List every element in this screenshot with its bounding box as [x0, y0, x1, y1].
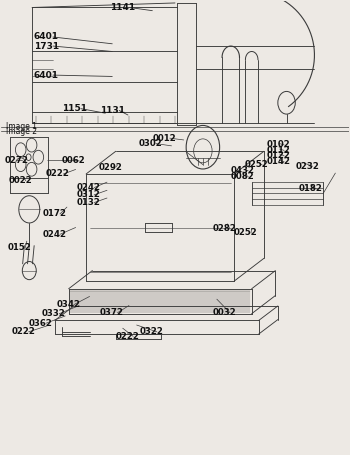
Text: 0362: 0362	[29, 318, 52, 328]
Text: 0372: 0372	[100, 308, 124, 317]
Text: 0312: 0312	[77, 190, 100, 199]
Text: 1141: 1141	[111, 3, 136, 12]
Text: 0222: 0222	[11, 327, 35, 336]
Text: 1131: 1131	[100, 106, 125, 115]
Text: 0252: 0252	[245, 161, 268, 169]
Text: 0062: 0062	[62, 157, 85, 165]
Text: 0122: 0122	[267, 152, 290, 160]
Text: 0322: 0322	[139, 327, 163, 336]
Text: 0242: 0242	[43, 230, 66, 239]
Text: 0032: 0032	[213, 308, 236, 317]
Text: 0142: 0142	[267, 157, 291, 166]
Text: 0252: 0252	[233, 228, 257, 238]
Text: 6401: 6401	[34, 71, 59, 80]
Text: 0332: 0332	[42, 309, 66, 318]
Text: 0222: 0222	[46, 169, 70, 178]
Text: 0132: 0132	[77, 198, 100, 207]
Text: 0342: 0342	[56, 300, 80, 309]
Text: 0082: 0082	[231, 172, 254, 181]
Text: 0152: 0152	[8, 243, 32, 253]
Text: 0012: 0012	[152, 134, 176, 142]
Text: 0182: 0182	[299, 184, 323, 193]
Text: 1731: 1731	[34, 41, 59, 51]
Text: 6401: 6401	[34, 32, 59, 41]
Text: Image 2: Image 2	[6, 127, 37, 136]
Text: Image 1: Image 1	[6, 121, 37, 131]
Text: 0112: 0112	[267, 146, 290, 155]
Text: 0172: 0172	[43, 209, 66, 218]
Text: 0102: 0102	[267, 141, 290, 149]
Text: 0432: 0432	[231, 166, 255, 175]
Text: 0272: 0272	[5, 156, 29, 165]
Text: 0232: 0232	[295, 162, 319, 171]
Text: 0022: 0022	[8, 176, 32, 185]
Text: 0292: 0292	[98, 163, 122, 172]
Text: 0242: 0242	[77, 183, 101, 192]
Text: 0282: 0282	[212, 224, 236, 233]
Text: 0222: 0222	[116, 332, 140, 341]
Text: 1151: 1151	[62, 104, 87, 113]
Text: 0302: 0302	[138, 139, 162, 148]
